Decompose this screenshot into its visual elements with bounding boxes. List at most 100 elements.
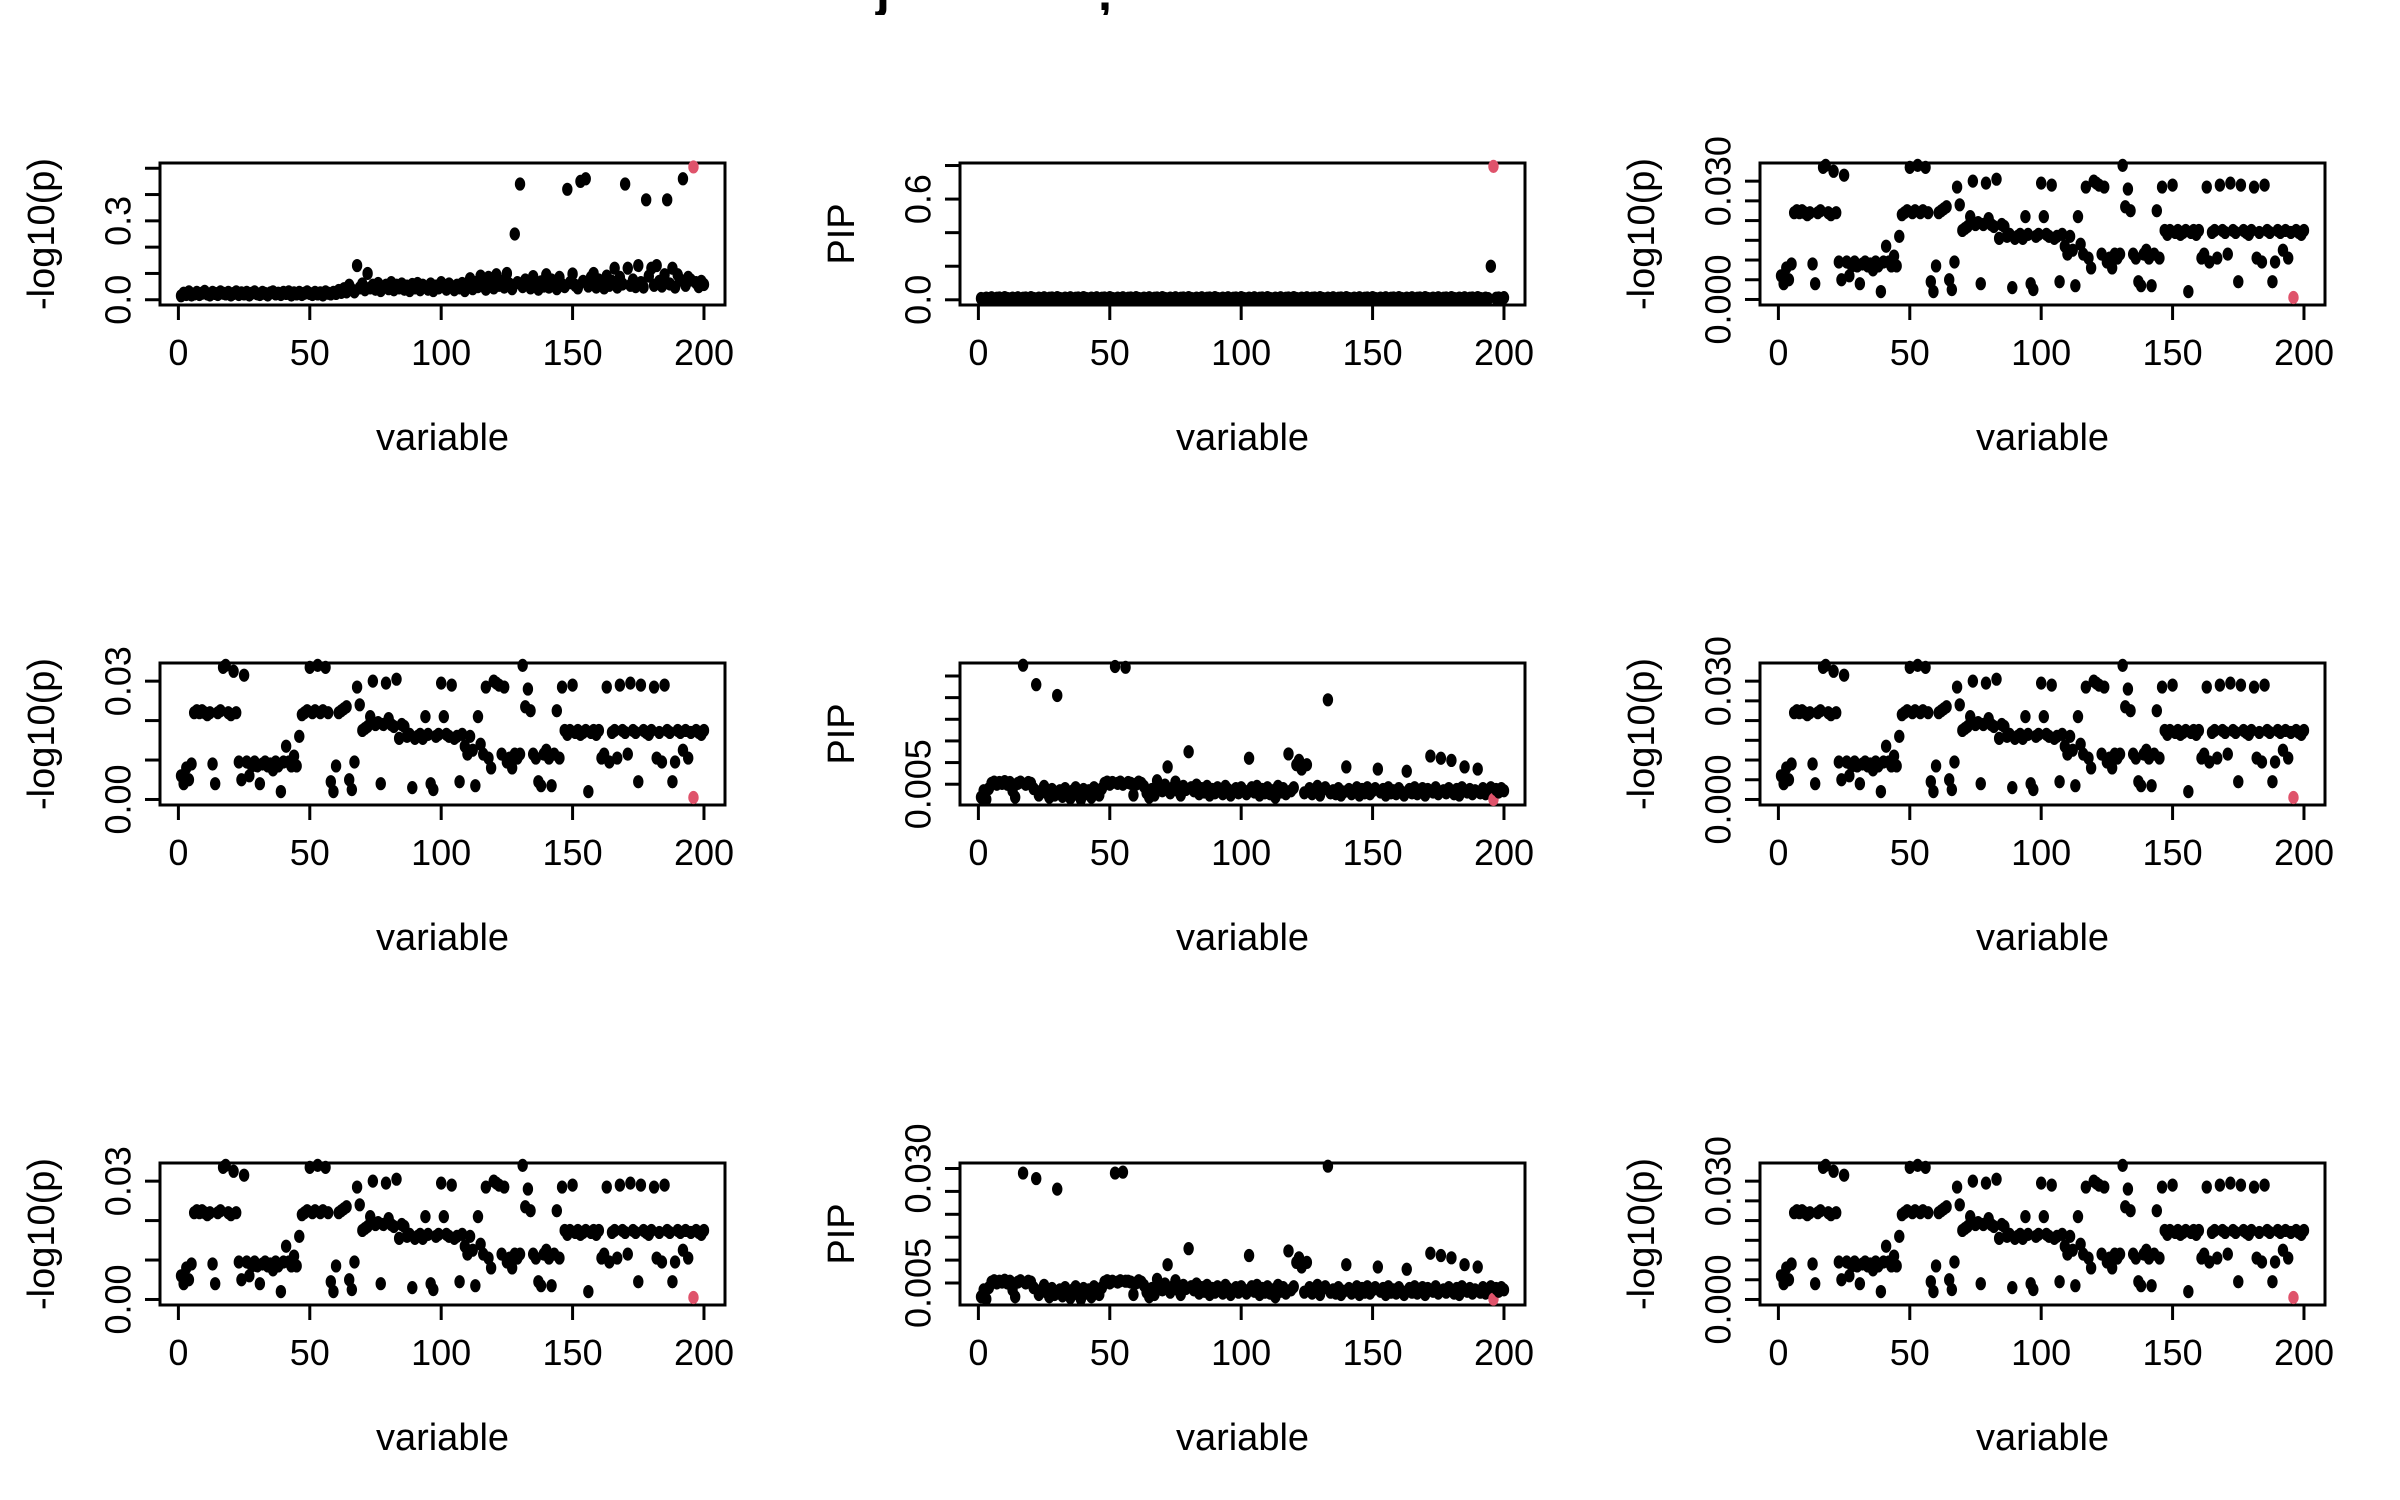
x-tick-label: 150 bbox=[2143, 832, 2203, 873]
data-point bbox=[2151, 704, 2163, 718]
data-point bbox=[1498, 291, 1510, 305]
data-point bbox=[2028, 783, 2039, 797]
data-point bbox=[2209, 723, 2220, 738]
y-tick-label: 0.000 bbox=[1698, 1254, 1739, 1344]
data-point bbox=[467, 743, 478, 757]
data-point bbox=[1922, 206, 1934, 220]
data-point bbox=[1372, 1260, 1384, 1274]
data-point bbox=[330, 759, 342, 773]
data-point bbox=[2212, 1251, 2223, 1265]
data-point bbox=[2117, 1158, 2128, 1172]
data-point bbox=[1283, 1244, 1294, 1258]
data-point bbox=[393, 731, 405, 745]
data-point bbox=[551, 1204, 563, 1218]
data-point bbox=[464, 1229, 476, 1243]
data-point bbox=[1930, 759, 1942, 773]
data-point bbox=[470, 1279, 481, 1293]
scatter-plot: 0 50 100 150 200 0.005 variable PIP bbox=[821, 658, 1534, 959]
data-point bbox=[420, 710, 431, 724]
data-point bbox=[367, 674, 379, 688]
data-point bbox=[499, 1180, 510, 1194]
data-point bbox=[464, 729, 476, 743]
y-tick-label: 0.0 bbox=[98, 275, 139, 325]
data-point bbox=[1322, 1159, 1334, 1173]
data-point bbox=[2064, 229, 2076, 243]
data-point bbox=[2099, 1180, 2110, 1194]
x-axis-title: variable bbox=[1176, 417, 1309, 459]
data-point bbox=[1243, 1248, 1255, 1263]
y-tick-label: 0.00 bbox=[98, 764, 139, 834]
data-point bbox=[1485, 259, 1497, 273]
data-point bbox=[593, 1223, 605, 1238]
highlighted-data-point bbox=[2288, 790, 2299, 805]
data-point bbox=[1807, 1257, 1818, 1271]
data-point bbox=[1967, 174, 1979, 188]
x-axis-title: variable bbox=[1176, 917, 1309, 959]
data-point bbox=[1920, 660, 1931, 674]
data-point bbox=[2269, 255, 2281, 269]
data-point bbox=[1288, 781, 1299, 795]
data-point bbox=[622, 747, 633, 761]
data-point bbox=[2135, 279, 2147, 293]
data-point bbox=[351, 1180, 363, 1194]
data-point bbox=[1017, 658, 1029, 672]
data-point bbox=[633, 775, 644, 789]
data-point bbox=[391, 1172, 402, 1186]
y-axis-title: -log10(p) bbox=[21, 158, 63, 310]
data-point bbox=[207, 1257, 218, 1271]
data-point bbox=[635, 1178, 647, 1192]
data-point bbox=[2154, 251, 2165, 265]
data-point bbox=[1341, 1258, 1352, 1272]
data-point bbox=[186, 757, 197, 771]
data-point bbox=[1301, 758, 1313, 772]
x-tick-label: 200 bbox=[674, 832, 734, 873]
data-point bbox=[1117, 1165, 1129, 1179]
data-point bbox=[1988, 1219, 2000, 1234]
y-tick-label: 0.00 bbox=[98, 1264, 139, 1334]
y-axis-title: PIP bbox=[821, 1203, 863, 1264]
data-point bbox=[2254, 725, 2265, 740]
data-point bbox=[435, 1176, 447, 1190]
data-point bbox=[2214, 178, 2226, 192]
data-point bbox=[1941, 700, 1952, 714]
data-point bbox=[2125, 704, 2136, 718]
x-axis-title: variable bbox=[376, 417, 509, 459]
data-point bbox=[1836, 773, 1847, 787]
data-point bbox=[1922, 706, 1934, 720]
data-point bbox=[2264, 225, 2276, 240]
data-point bbox=[1807, 257, 1818, 271]
data-point bbox=[2235, 1178, 2247, 1192]
data-point bbox=[656, 279, 668, 293]
data-point bbox=[1833, 1255, 1845, 1269]
data-point bbox=[604, 1255, 615, 1269]
data-point bbox=[1912, 1158, 1923, 1172]
data-point bbox=[2046, 178, 2057, 192]
data-point bbox=[1836, 1273, 1847, 1287]
x-tick-label: 150 bbox=[1343, 332, 1403, 373]
data-point bbox=[1435, 751, 1447, 765]
data-point bbox=[667, 775, 678, 789]
data-point bbox=[1446, 753, 1457, 768]
data-point bbox=[322, 1206, 334, 1220]
data-point bbox=[654, 725, 665, 740]
data-point bbox=[499, 680, 510, 694]
x-tick-label: 100 bbox=[411, 332, 471, 373]
data-point bbox=[612, 751, 623, 765]
highlighted-data-point bbox=[2288, 1290, 2299, 1305]
data-point bbox=[2212, 251, 2223, 265]
data-point bbox=[1880, 739, 1892, 753]
data-point bbox=[1820, 658, 1831, 672]
data-point bbox=[2070, 279, 2081, 293]
data-point bbox=[2067, 1243, 2078, 1257]
data-point bbox=[485, 1261, 497, 1275]
data-point bbox=[2256, 755, 2268, 769]
data-point bbox=[525, 1204, 536, 1218]
data-point bbox=[1425, 1246, 1436, 1260]
data-point bbox=[2212, 751, 2223, 765]
data-point bbox=[1283, 747, 1294, 761]
subplot-row1-col3: 0 50 100 150 200 0.000 0.030 variable -log10(p) bbox=[1600, 0, 2400, 500]
data-point bbox=[669, 755, 681, 769]
data-point bbox=[2283, 251, 2294, 265]
data-point bbox=[635, 678, 647, 692]
x-tick-label: 50 bbox=[1890, 1332, 1930, 1373]
